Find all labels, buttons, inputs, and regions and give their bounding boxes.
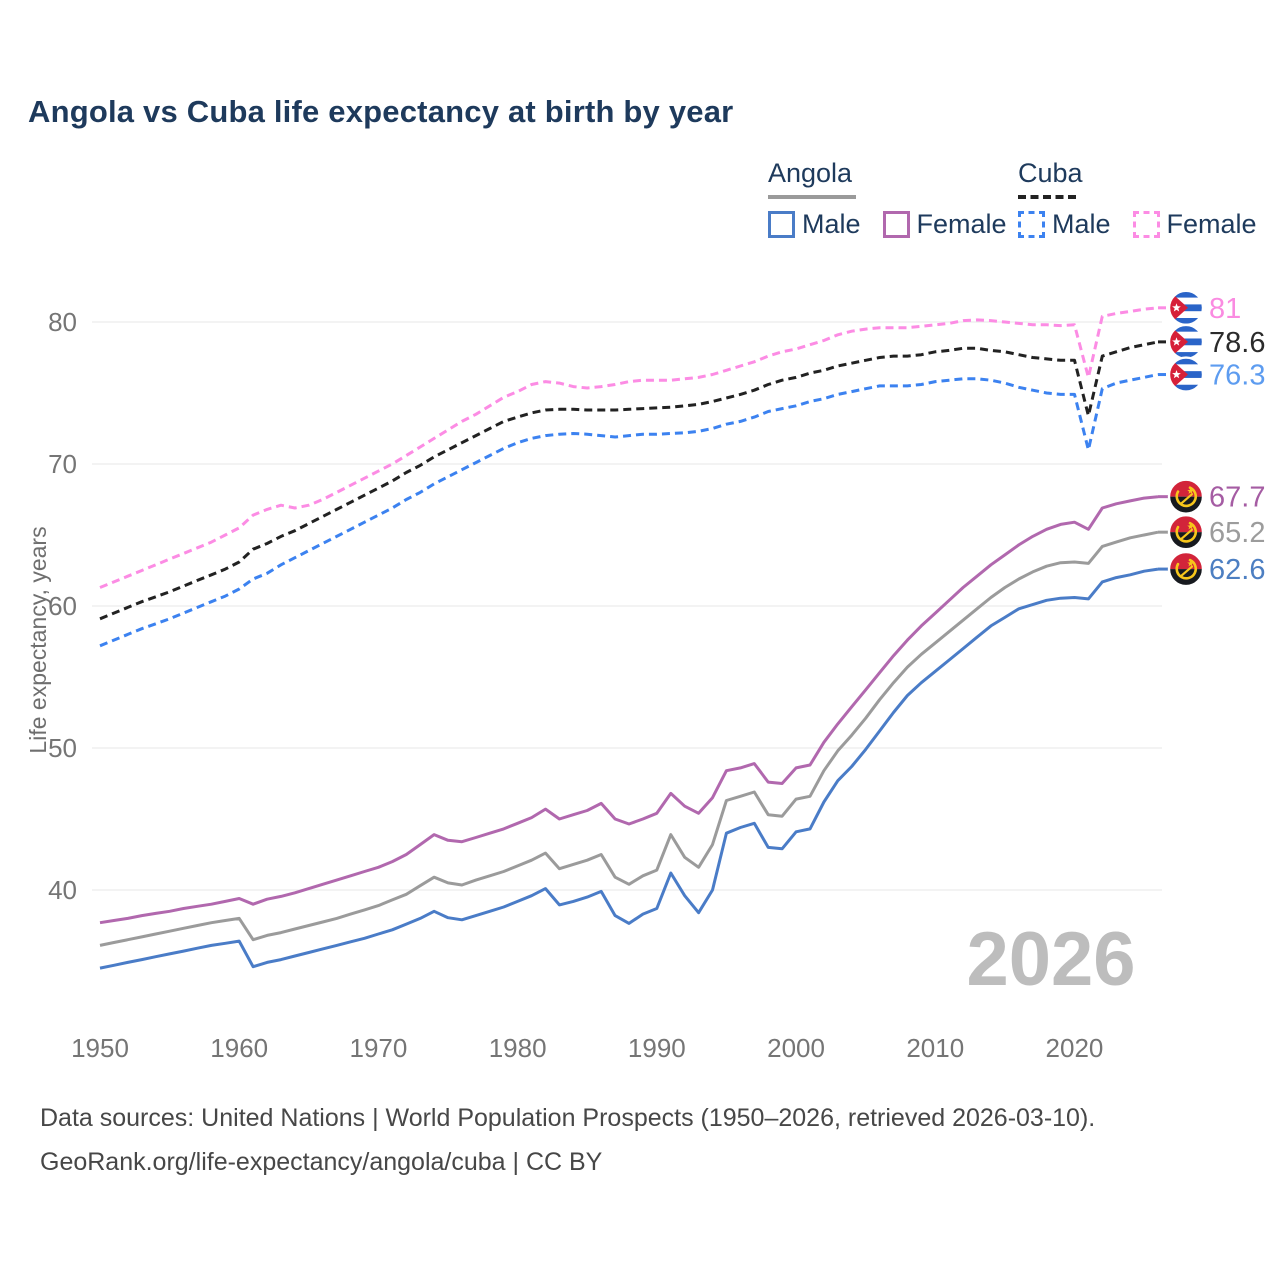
angola-flag-icon [1169, 552, 1203, 587]
legend-label-angola-male: Male [802, 209, 861, 239]
flag-ring [1167, 478, 1205, 515]
legend-item-cuba-female[interactable]: Female [1132, 209, 1257, 240]
cuba-flag-icon [1169, 290, 1203, 325]
angola-flag-icon [1169, 479, 1203, 514]
angola-flag-icon [1169, 515, 1203, 550]
legend-underline-angola-solid [768, 195, 856, 199]
y-tick-label-60: 60 [48, 591, 77, 621]
flag-ring [1167, 550, 1205, 588]
x-tick-label-1970: 1970 [349, 1033, 407, 1063]
legend-item-cuba-male[interactable]: Male [1018, 209, 1111, 240]
cuba-flag-icon [1169, 357, 1203, 392]
page-title: Angola vs Cuba life expectancy at birth … [28, 94, 734, 129]
footer-attribution: GeoRank.org/life-expectancy/angola/cuba … [40, 1148, 603, 1176]
end-value-label-angola-female: 67.7 [1209, 482, 1265, 514]
x-tick-label-1980: 1980 [489, 1033, 547, 1063]
y-tick-label-40: 40 [48, 875, 77, 905]
legend-group-angola: Angola Male Female [768, 158, 1007, 240]
x-tick-label-1960: 1960 [210, 1033, 268, 1063]
cuba-flag-icon [1169, 324, 1203, 359]
y-tick-label-50: 50 [48, 733, 77, 763]
y-tick-label-70: 70 [48, 449, 77, 479]
legend-swatch-cuba-male[interactable] [1018, 211, 1045, 238]
legend-swatch-cuba-female[interactable] [1132, 211, 1160, 238]
series-line-angola-female [99, 495, 1159, 925]
x-tick-label-2020: 2020 [1046, 1033, 1104, 1063]
legend-item-angola-female[interactable]: Female [882, 209, 1007, 240]
legend-country-cuba: Cuba [1018, 158, 1257, 199]
y-tick-label-80: 80 [48, 307, 77, 337]
legend-swatch-angola-female[interactable] [882, 211, 910, 238]
series-line-cuba-male [99, 373, 1159, 648]
end-value-label-cuba-all: 78.6 [1209, 327, 1265, 359]
series-line-angola-male [99, 567, 1159, 970]
legend-underline-cuba-dashed [1018, 195, 1076, 199]
legend-group-cuba: Cuba Male Female [1018, 158, 1257, 240]
end-value-label-angola-male: 62.6 [1209, 554, 1265, 586]
footer-data-sources: Data sources: United Nations | World Pop… [40, 1104, 1096, 1132]
flag-ring [1167, 356, 1205, 393]
series-line-cuba-female [99, 306, 1159, 589]
legend-label-cuba-male: Male [1052, 209, 1111, 239]
legend-swatch-angola-male[interactable] [768, 211, 795, 238]
flag-ring [1167, 513, 1205, 551]
series-line-cuba-all [99, 340, 1159, 621]
watermark-year: 2026 [966, 917, 1135, 1002]
legend-label-cuba-female: Female [1166, 209, 1257, 239]
y-axis-title: Life expectancy, years [25, 526, 51, 753]
x-tick-label-2010: 2010 [906, 1033, 964, 1063]
legend-country-angola: Angola [768, 158, 1007, 199]
x-tick-label-1950: 1950 [71, 1033, 129, 1063]
legend-label-angola-female: Female [916, 209, 1007, 239]
legend-item-angola-male[interactable]: Male [768, 209, 861, 240]
x-tick-label-1990: 1990 [628, 1033, 686, 1063]
end-value-label-cuba-male: 76.3 [1209, 360, 1265, 392]
end-value-label-angola-all: 65.2 [1209, 517, 1265, 549]
series-line-angola-all [99, 530, 1159, 947]
x-tick-label-2000: 2000 [767, 1033, 825, 1063]
footer: Data sources: United Nations | World Pop… [40, 1096, 1095, 1184]
end-value-label-cuba-female: 81 [1209, 293, 1241, 325]
